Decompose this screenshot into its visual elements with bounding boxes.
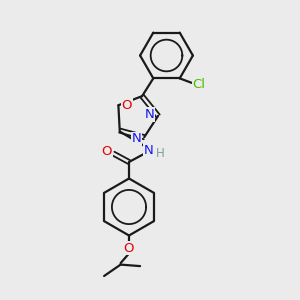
Text: O: O: [101, 145, 112, 158]
Text: Cl: Cl: [193, 78, 206, 91]
Text: N: N: [144, 143, 153, 157]
Text: N: N: [132, 132, 141, 145]
Text: H: H: [156, 147, 165, 160]
Text: O: O: [122, 99, 132, 112]
Text: O: O: [124, 242, 134, 255]
Text: N: N: [145, 108, 154, 121]
